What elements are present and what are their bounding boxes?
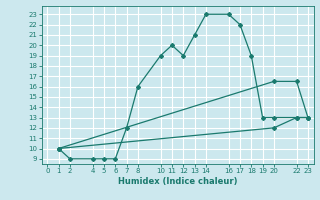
X-axis label: Humidex (Indice chaleur): Humidex (Indice chaleur) [118,177,237,186]
